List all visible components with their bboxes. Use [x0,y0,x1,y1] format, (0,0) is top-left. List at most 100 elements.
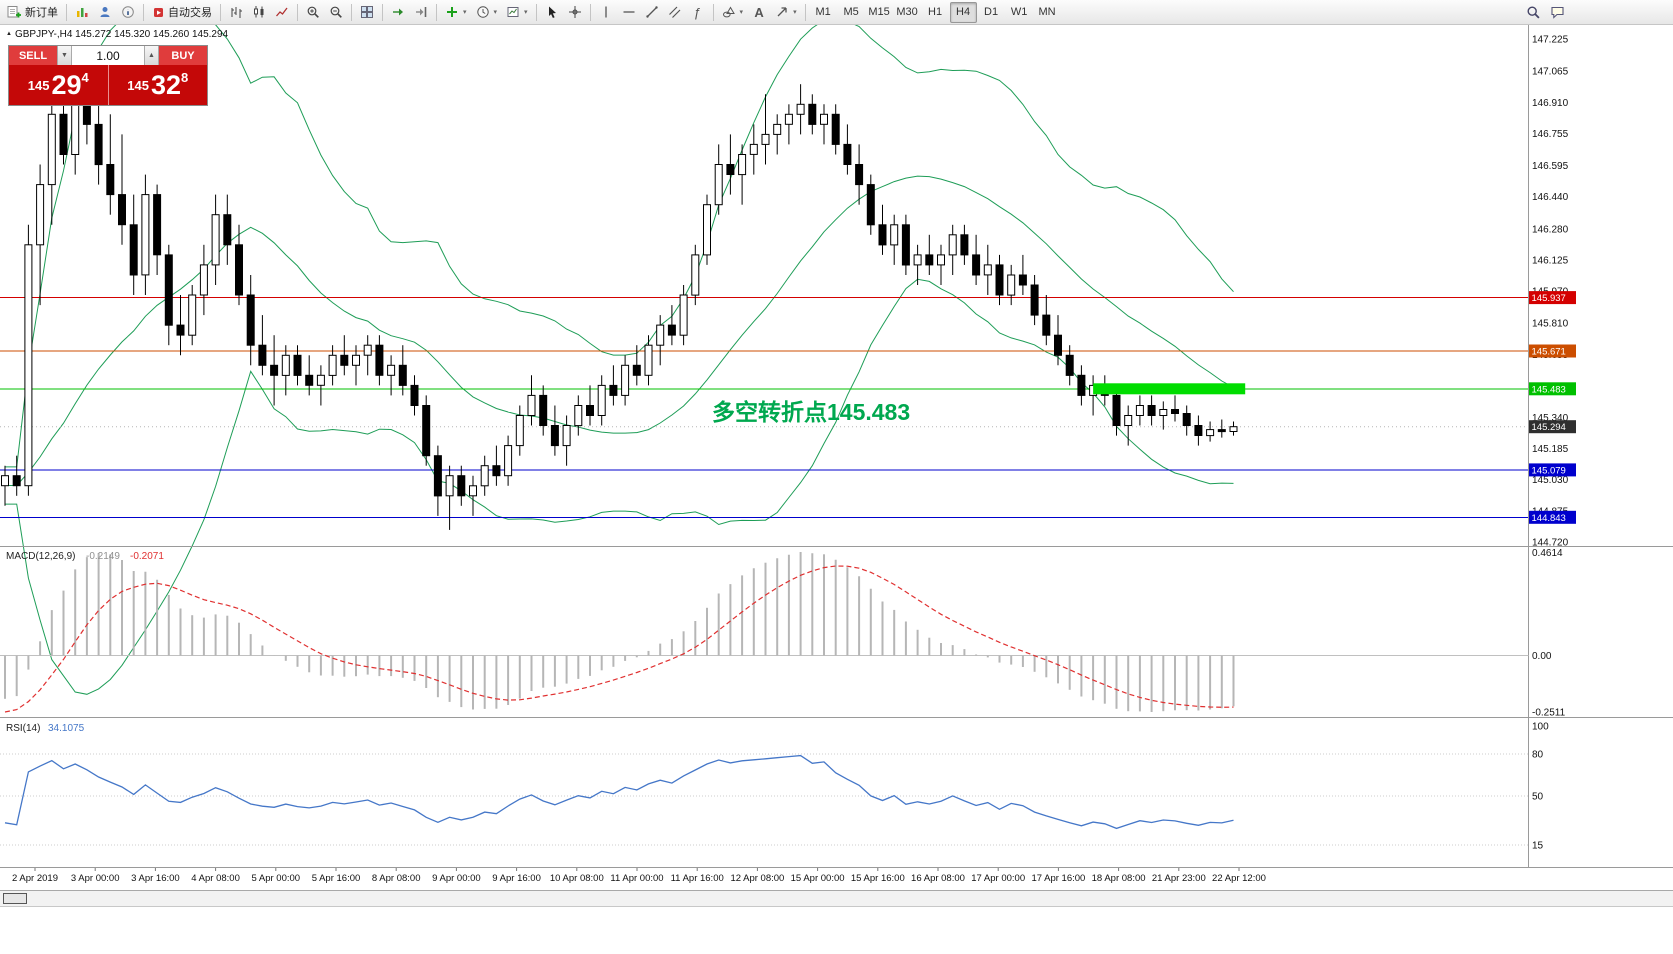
chevron-down-icon: ▾ [463,9,467,16]
timeframe-W1[interactable]: W1 [1006,2,1033,23]
svg-text:0.00: 0.00 [1532,651,1552,662]
svg-text:18 Apr 08:00: 18 Apr 08:00 [1092,873,1146,884]
volume-input[interactable]: 1.00 [72,46,144,65]
triangle-up-icon: ▲ [148,52,155,59]
volume-up-button[interactable]: ▲ [144,46,159,65]
auto-scroll-icon [391,5,405,19]
buy-price-sup: 8 [181,69,189,85]
cursor-arrow-icon [545,5,559,19]
toolbar-separator [351,3,352,21]
timeframe-H1[interactable]: H1 [922,2,949,23]
chart-shift-button[interactable] [410,2,432,23]
svg-text:3 Apr 16:00: 3 Apr 16:00 [131,873,180,884]
cursor-button[interactable] [541,2,563,23]
new-order-button[interactable]: 新订单 [3,2,62,23]
search-button[interactable] [1522,2,1545,23]
zoom-in-button[interactable] [302,2,324,23]
chart-shift-icon [414,5,428,19]
chat-button[interactable] [1546,2,1569,23]
svg-text:146.440: 146.440 [1532,192,1569,203]
charts-button[interactable] [71,2,93,23]
toolbar: 新订单 自动交易 ▾ ▾ ▾ ƒ [0,0,1673,25]
buy-price-button[interactable]: 145 32 8 [107,65,207,105]
volume-down-button[interactable]: ▼ [57,46,72,65]
template-chart-icon [506,5,520,19]
timeframe-H4[interactable]: H4 [949,1,977,23]
clock-icon [476,5,490,19]
horizontal-line-tool-button[interactable] [618,2,640,23]
arrows-tool-button[interactable]: ▾ [771,2,801,23]
svg-text:145.030: 145.030 [1532,475,1569,486]
svg-text:80: 80 [1532,750,1544,761]
svg-text:16 Apr 08:00: 16 Apr 08:00 [911,873,965,884]
svg-text:0.4614: 0.4614 [1532,548,1563,559]
channel-tool-button[interactable] [664,2,686,23]
horizontal-scrollbar[interactable] [0,890,1673,907]
timeframe-group: M1 M5 M15 M30 H1 H4 D1 W1 MN [810,1,1061,23]
svg-text:5 Apr 16:00: 5 Apr 16:00 [312,873,361,884]
svg-text:17 Apr 16:00: 17 Apr 16:00 [1031,873,1085,884]
new-order-label: 新订单 [25,7,58,19]
svg-text:145.079: 145.079 [1532,465,1566,476]
candlestick-mode-button[interactable] [248,2,270,23]
periods-button[interactable]: ▾ [472,2,502,23]
person-icon [98,5,112,19]
svg-text:145.294: 145.294 [1532,422,1566,433]
timeframe-M5[interactable]: M5 [838,2,865,23]
autotrading-label: 自动交易 [168,7,212,19]
svg-text:34.1075: 34.1075 [48,723,85,734]
svg-text:15 Apr 16:00: 15 Apr 16:00 [851,873,905,884]
timeframe-M15[interactable]: M15 [866,2,893,23]
shapes-tool-button[interactable]: ▾ [718,2,748,23]
timeframe-MN[interactable]: MN [1034,2,1061,23]
buy-button[interactable]: BUY [159,46,207,65]
timeframe-D1[interactable]: D1 [978,2,1005,23]
timeframe-M30[interactable]: M30 [894,2,921,23]
autotrading-button[interactable]: 自动交易 [148,2,216,23]
zoom-in-icon [306,5,320,19]
profiles-button[interactable] [94,2,116,23]
sell-button[interactable]: SELL [9,46,57,65]
svg-text:144.843: 144.843 [1532,513,1566,524]
zoom-out-button[interactable] [325,2,347,23]
svg-text:145.483: 145.483 [1532,384,1566,395]
sell-price-prefix: 145 [27,77,50,93]
bar-graph-icon [75,5,89,19]
toolbar-separator [436,3,437,21]
toolbar-separator [143,3,144,21]
svg-text:147.225: 147.225 [1532,35,1569,46]
timeframe-M1[interactable]: M1 [810,2,837,23]
svg-text:11 Apr 16:00: 11 Apr 16:00 [671,873,724,884]
sell-price-button[interactable]: 145 29 4 [9,65,108,105]
templates-button[interactable]: ▾ [502,2,532,23]
trendline-tool-button[interactable] [641,2,663,23]
line-chart-mode-button[interactable] [271,2,293,23]
svg-text:145.810: 145.810 [1532,319,1569,330]
svg-text:146.755: 146.755 [1532,129,1569,140]
bar-chart-mode-button[interactable] [225,2,247,23]
scrollbar-thumb[interactable] [3,893,27,904]
toolbar-separator [297,3,298,21]
tile-windows-button[interactable] [356,2,378,23]
svg-text:17 Apr 00:00: 17 Apr 00:00 [971,873,1025,884]
crosshair-button[interactable] [564,2,586,23]
chevron-down-icon: ▾ [793,9,797,16]
buy-price-big: 32 [150,69,181,100]
svg-text:-0.2511: -0.2511 [1532,708,1566,719]
chevron-down-icon: ▾ [493,9,498,16]
chart-canvas[interactable]: 多空转折点145.483 147.225 147.065 146.910 146.755… [0,0,1673,890]
svg-text:145.340: 145.340 [1532,413,1569,424]
chevron-down-icon: ▾ [739,9,744,16]
indicators-button[interactable]: ▾ [441,2,471,23]
svg-text:144.720: 144.720 [1532,538,1569,549]
auto-scroll-button[interactable] [387,2,409,23]
fibonacci-tool-button[interactable]: ƒ [687,2,709,23]
svg-text:-0.2071: -0.2071 [130,551,164,562]
data-window-button[interactable] [117,2,139,23]
autotrading-icon [152,6,165,19]
svg-text:21 Apr 23:00: 21 Apr 23:00 [1152,873,1206,884]
vertical-line-tool-button[interactable] [595,2,617,23]
text-tool-button[interactable]: A [748,2,770,23]
svg-text:4 Apr 08:00: 4 Apr 08:00 [191,873,240,884]
